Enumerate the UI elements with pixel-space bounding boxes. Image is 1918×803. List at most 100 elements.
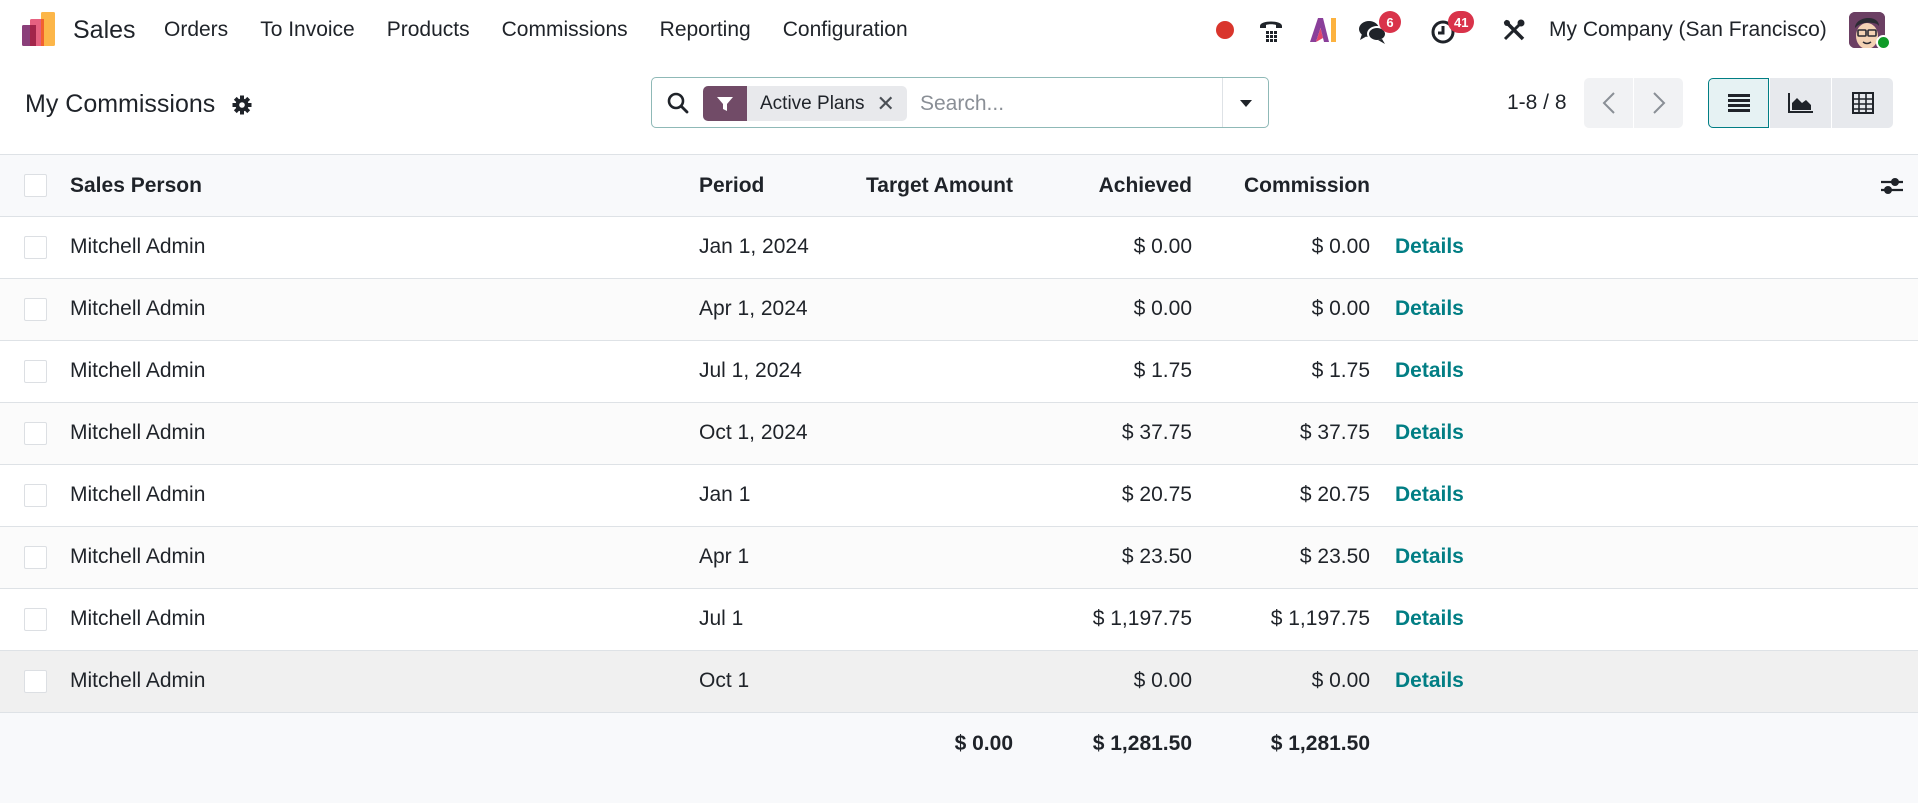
table-row[interactable]: Mitchell Admin Apr 1, 2024 $ 0.00 $ 0.00… <box>0 279 1918 341</box>
row-checkbox[interactable] <box>24 236 47 259</box>
ai-icon[interactable] <box>1309 17 1337 48</box>
table-row[interactable]: Mitchell Admin Jul 1, 2024 $ 1.75 $ 1.75… <box>0 341 1918 403</box>
gear-icon[interactable] <box>232 95 252 115</box>
table-header: Sales Person Period Target Amount Achiev… <box>0 155 1918 217</box>
cell-achieved: $ 37.75 <box>1121 421 1192 444</box>
row-checkbox[interactable] <box>24 670 47 693</box>
messages-icon[interactable] <box>1358 18 1388 51</box>
details-link[interactable]: Details <box>1395 483 1464 506</box>
search-icon[interactable] <box>666 91 690 120</box>
menu-commissions[interactable]: Commissions <box>501 18 628 41</box>
details-link[interactable]: Details <box>1395 607 1464 630</box>
cell-sales-person: Mitchell Admin <box>70 545 206 568</box>
pager-next-button[interactable] <box>1634 78 1683 128</box>
app-name[interactable]: Sales <box>73 16 136 44</box>
cell-achieved: $ 23.50 <box>1121 545 1192 568</box>
graph-view-button[interactable] <box>1770 78 1831 128</box>
filter-icon <box>703 86 747 121</box>
menu-to-invoice[interactable]: To Invoice <box>260 18 355 41</box>
online-status-indicator <box>1876 35 1891 50</box>
cell-sales-person: Mitchell Admin <box>70 607 206 630</box>
column-period[interactable]: Period <box>699 174 765 197</box>
chevron-left-icon <box>1602 92 1615 114</box>
cell-commission: $ 1,197.75 <box>1270 607 1370 630</box>
cell-sales-person: Mitchell Admin <box>70 297 206 320</box>
row-checkbox[interactable] <box>24 422 47 445</box>
cell-period: Oct 1 <box>699 669 750 692</box>
pager-previous-button[interactable] <box>1584 78 1633 128</box>
remove-facet-close-icon[interactable]: ✕ <box>876 90 895 116</box>
column-sales-person[interactable]: Sales Person <box>70 174 202 197</box>
menu-products[interactable]: Products <box>386 18 470 41</box>
cell-period: Apr 1, 2024 <box>699 297 808 320</box>
total-achieved: $ 1,281.50 <box>1092 732 1192 755</box>
cell-period: Jan 1 <box>699 483 751 506</box>
table-row[interactable]: Mitchell Admin Jan 1, 2024 $ 0.00 $ 0.00… <box>0 217 1918 279</box>
details-link[interactable]: Details <box>1395 235 1464 258</box>
table-row[interactable]: Mitchell Admin Jul 1 $ 1,197.75 $ 1,197.… <box>0 589 1918 651</box>
details-link[interactable]: Details <box>1395 545 1464 568</box>
cell-period: Jan 1, 2024 <box>699 235 809 258</box>
column-achieved[interactable]: Achieved <box>1098 174 1192 197</box>
cell-commission: $ 1.75 <box>1311 359 1370 382</box>
table-row[interactable]: Mitchell Admin Oct 1 $ 0.00 $ 0.00 Detai… <box>0 651 1918 713</box>
debug-tools-icon[interactable] <box>1502 18 1526 47</box>
details-link[interactable]: Details <box>1395 669 1464 692</box>
search-facet-active-plans: Active Plans ✕ <box>703 86 907 121</box>
details-link[interactable]: Details <box>1395 359 1464 382</box>
details-link[interactable]: Details <box>1395 421 1464 444</box>
area-chart-icon <box>1787 93 1813 113</box>
optional-columns-sliders-icon[interactable] <box>1880 175 1904 202</box>
column-target-amount[interactable]: Target Amount <box>866 174 1013 197</box>
table-grid-icon <box>1851 92 1874 114</box>
cell-sales-person: Mitchell Admin <box>70 359 206 382</box>
facet-label: Active Plans <box>760 92 865 114</box>
cell-achieved: $ 0.00 <box>1133 669 1192 692</box>
cell-achieved: $ 20.75 <box>1121 483 1192 506</box>
menu-reporting[interactable]: Reporting <box>659 18 751 41</box>
cell-achieved: $ 0.00 <box>1133 235 1192 258</box>
sales-app-logo-icon[interactable] <box>22 12 58 46</box>
cell-period: Oct 1, 2024 <box>699 421 808 444</box>
row-checkbox[interactable] <box>24 546 47 569</box>
cell-achieved: $ 1,197.75 <box>1092 607 1192 630</box>
control-panel: My Commissions <box>0 62 1918 155</box>
phone-icon[interactable] <box>1257 16 1285 49</box>
table-row[interactable]: Mitchell Admin Apr 1 $ 23.50 $ 23.50 Det… <box>0 527 1918 589</box>
cell-commission: $ 0.00 <box>1311 235 1370 258</box>
cell-period: Apr 1 <box>699 545 750 568</box>
page-title: My Commissions <box>25 90 216 118</box>
cell-sales-person: Mitchell Admin <box>70 235 206 258</box>
cell-achieved: $ 0.00 <box>1133 297 1192 320</box>
recording-indicator-icon[interactable] <box>1215 20 1235 45</box>
table-row[interactable]: Mitchell Admin Jan 1 $ 20.75 $ 20.75 Det… <box>0 465 1918 527</box>
list-view-button[interactable] <box>1708 78 1769 128</box>
search-bar: Active Plans ✕ <box>651 77 1269 128</box>
row-checkbox[interactable] <box>24 608 47 631</box>
total-target-amount: $ 0.00 <box>954 732 1013 755</box>
row-checkbox[interactable] <box>24 360 47 383</box>
list-icon <box>1727 94 1750 112</box>
row-checkbox[interactable] <box>24 298 47 321</box>
cell-period: Jul 1, 2024 <box>699 359 802 382</box>
details-link[interactable]: Details <box>1395 297 1464 320</box>
company-switcher[interactable]: My Company (San Francisco) <box>1549 18 1827 41</box>
menu-configuration[interactable]: Configuration <box>782 18 908 41</box>
caret-down-icon <box>1239 99 1252 107</box>
column-commission[interactable]: Commission <box>1243 174 1370 197</box>
table-row[interactable]: Mitchell Admin Oct 1, 2024 $ 37.75 $ 37.… <box>0 403 1918 465</box>
row-checkbox[interactable] <box>24 484 47 507</box>
menu-orders[interactable]: Orders <box>164 18 229 41</box>
table-footer-totals: $ 0.00 $ 1,281.50 $ 1,281.50 <box>0 713 1918 803</box>
pivot-view-button[interactable] <box>1832 78 1893 128</box>
search-input[interactable] <box>920 86 1210 121</box>
total-commission: $ 1,281.50 <box>1270 732 1370 755</box>
pager-value[interactable]: 1-8 / 8 <box>1507 91 1567 114</box>
cell-commission: $ 0.00 <box>1311 297 1370 320</box>
cell-commission: $ 0.00 <box>1311 669 1370 692</box>
activities-clock-icon[interactable] <box>1430 17 1458 50</box>
main-menu: Orders To Invoice Products Commissions R… <box>164 18 940 42</box>
select-all-checkbox[interactable] <box>24 174 47 197</box>
cell-sales-person: Mitchell Admin <box>70 483 206 506</box>
search-options-toggle[interactable] <box>1222 78 1268 127</box>
